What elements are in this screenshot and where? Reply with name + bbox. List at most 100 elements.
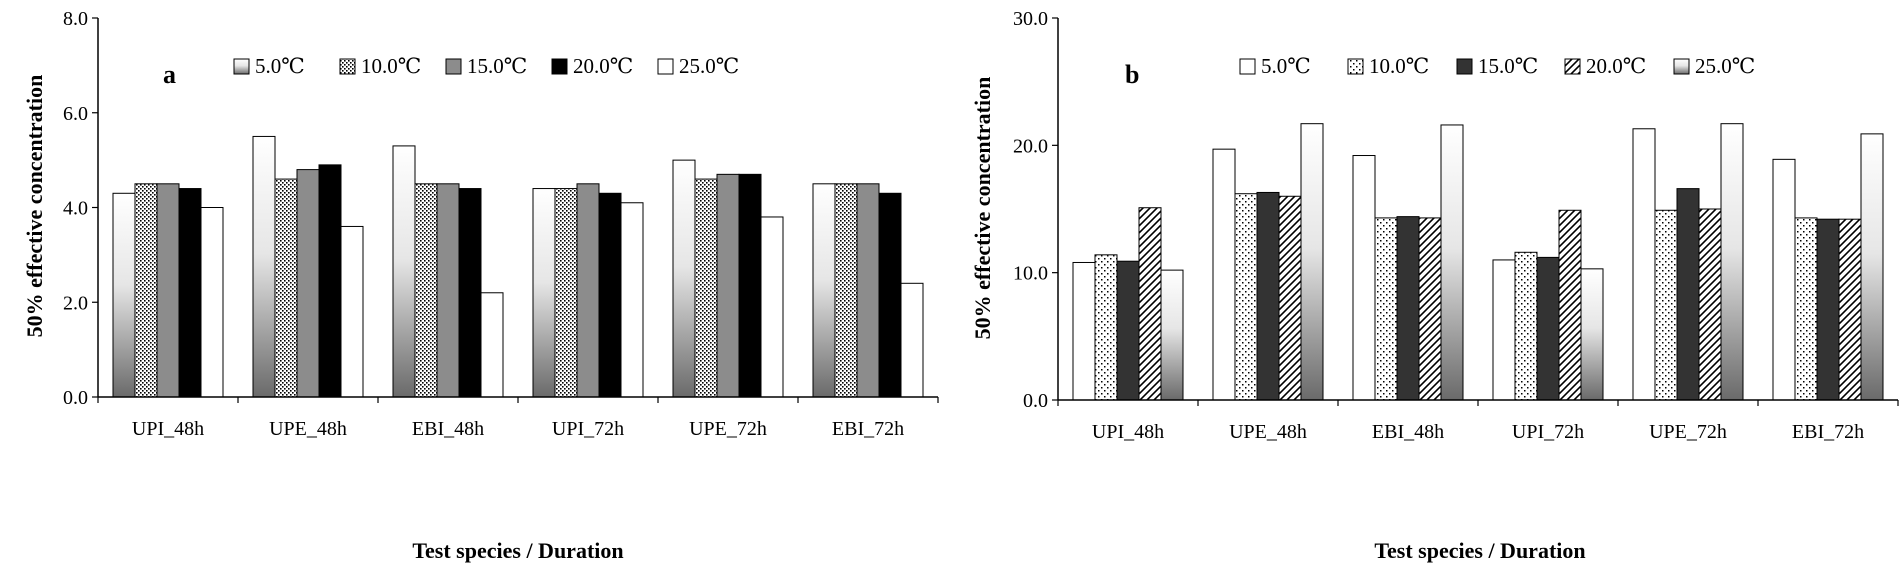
legend-label: 20.0℃: [1586, 54, 1646, 78]
bar: [1256, 191, 1280, 401]
bar: [1698, 208, 1722, 401]
x-tick-label: UPE_72h: [689, 418, 767, 440]
bar: [1234, 193, 1258, 401]
bar: [156, 183, 180, 398]
bar: [1116, 260, 1140, 401]
bar: [554, 188, 578, 398]
bar: [1492, 259, 1516, 401]
x-tick-label: UPI_48h: [1092, 421, 1164, 443]
y-axis-title-a: 50% effective concentration: [22, 75, 47, 338]
x-tick-label: UPE_48h: [1229, 421, 1307, 443]
bar: [134, 183, 158, 398]
bar: [1838, 218, 1862, 401]
legend-swatch: [1456, 58, 1473, 75]
legend-label: 20.0℃: [573, 54, 633, 78]
axes-b: [1052, 17, 1899, 406]
legend-label: 15.0℃: [467, 54, 527, 78]
legend-swatch: [1347, 58, 1364, 75]
y-tick-label: 0.0: [1023, 390, 1048, 412]
panel-label-a: a: [163, 60, 176, 89]
bar: [760, 216, 784, 398]
bar: [274, 178, 298, 398]
y-tick-label: 10.0: [1013, 263, 1048, 285]
bar: [1440, 124, 1464, 401]
bar: [392, 145, 416, 398]
bar: [1536, 256, 1560, 401]
bars-b: [1072, 123, 1884, 401]
y-tick-labels-b: 0.0 10.0 20.0 30.0: [1013, 8, 1048, 412]
bar: [458, 188, 482, 398]
bar: [598, 192, 622, 398]
bar: [112, 192, 136, 398]
bar: [1720, 123, 1744, 401]
bar: [480, 292, 504, 398]
legend-swatch: [657, 58, 674, 75]
bar: [812, 183, 836, 398]
bar: [716, 173, 740, 398]
bar: [414, 183, 438, 398]
bar: [532, 188, 556, 398]
x-tick-labels-a: UPI_48h UPE_48h EBI_48h UPI_72h UPE_72h EBI_7…: [132, 418, 904, 440]
bar: [878, 192, 902, 398]
x-tick-labels-b: UPI_48h UPE_48h EBI_48h UPI_72h UPE_72h EBI_7…: [1092, 421, 1864, 443]
bar: [200, 207, 224, 398]
legend-label: 25.0℃: [679, 54, 739, 78]
x-tick-label: UPE_72h: [1649, 421, 1727, 443]
bar: [1558, 209, 1582, 401]
bars-a: [112, 135, 924, 398]
bar: [1374, 217, 1398, 401]
y-tick-labels-a: 0.0 2.0 4.0 6.0 8.0: [63, 8, 88, 409]
legend-label: 10.0℃: [361, 54, 421, 78]
x-tick-label: UPI_72h: [1512, 421, 1584, 443]
legend-label: 5.0℃: [255, 54, 305, 78]
bar: [1860, 133, 1884, 401]
x-axis-title-b: Test species / Duration: [1374, 538, 1585, 563]
x-tick-label: UPI_72h: [552, 418, 624, 440]
bar: [1514, 251, 1538, 401]
bar: [738, 173, 762, 398]
bar: [296, 169, 320, 398]
legend-label: 10.0℃: [1369, 54, 1429, 78]
legend-swatch: [1564, 58, 1581, 75]
bar: [1396, 216, 1420, 401]
x-tick-label: EBI_72h: [832, 418, 904, 440]
y-tick-label: 20.0: [1013, 135, 1048, 157]
x-axis-title-a: Test species / Duration: [412, 538, 623, 563]
y-tick-label: 2.0: [63, 292, 88, 314]
bar: [318, 164, 342, 398]
bar: [340, 225, 364, 398]
legend-label: 5.0℃: [1261, 54, 1311, 78]
panel-label-b: b: [1125, 60, 1139, 89]
bar: [1212, 148, 1236, 401]
bar: [1632, 128, 1656, 401]
legend-b: 5.0℃ 10.0℃ 15.0℃ 20.0℃ 25.0℃: [1239, 54, 1755, 78]
bar: [252, 135, 276, 398]
bar: [1278, 195, 1302, 401]
y-axis-title-b: 50% effective concentration: [970, 77, 995, 340]
x-tick-label: EBI_48h: [412, 418, 484, 440]
bar: [1794, 217, 1818, 401]
bar: [672, 159, 696, 398]
bar: [1676, 188, 1700, 401]
x-tick-label: UPI_48h: [132, 418, 204, 440]
x-tick-label: EBI_48h: [1372, 421, 1444, 443]
bar: [900, 282, 924, 398]
y-tick-label: 6.0: [63, 103, 88, 125]
legend-label: 15.0℃: [1478, 54, 1538, 78]
y-tick-label: 0.0: [63, 387, 88, 409]
y-tick-label: 4.0: [63, 198, 88, 220]
bar: [1580, 268, 1604, 401]
chart-panel-a: a 50% effective concentration Test speci…: [22, 8, 939, 563]
legend-a: 5.0℃ 10.0℃ 15.0℃ 20.0℃ 25.0℃: [233, 54, 739, 78]
bar: [1160, 269, 1184, 401]
bar: [1300, 123, 1324, 401]
legend-swatch: [233, 58, 250, 75]
bar: [1772, 158, 1796, 401]
y-tick-label: 30.0: [1013, 8, 1048, 30]
bar: [620, 202, 644, 398]
bar: [178, 188, 202, 398]
bar: [1654, 209, 1678, 401]
x-tick-label: EBI_72h: [1792, 421, 1864, 443]
x-tick-label: UPE_48h: [269, 418, 347, 440]
